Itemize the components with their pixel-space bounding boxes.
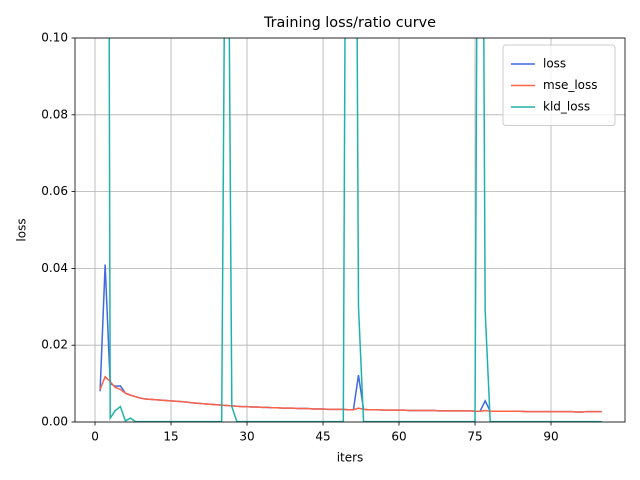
x-axis-label: iters — [337, 451, 364, 465]
y-axis-label: loss — [15, 218, 29, 241]
x-tick-label: 15 — [163, 430, 178, 444]
legend-label: kld_loss — [543, 100, 590, 114]
legend-label: mse_loss — [543, 78, 598, 92]
series-line — [99, 264, 602, 413]
y-tick-label: 0.10 — [41, 31, 68, 45]
legend: loss mse_loss kld_loss — [502, 44, 616, 126]
axes-frame — [74, 37, 626, 423]
series-line — [99, 375, 602, 413]
chart-title: Training loss/ratio curve — [263, 15, 436, 31]
x-tick-label: 90 — [543, 430, 558, 444]
legend-box — [502, 44, 616, 126]
y-tick-label: 0.04 — [41, 261, 68, 275]
x-tick-label: 30 — [239, 430, 254, 444]
x-tick-label: 0 — [91, 430, 99, 444]
x-tick-label: 60 — [391, 430, 406, 444]
legend-label: loss — [543, 57, 566, 71]
y-tick-label: 0.08 — [41, 107, 68, 121]
y-tick-label: 0.02 — [41, 338, 68, 352]
y-tick-label: 0.00 — [41, 415, 68, 429]
x-tick-label: 45 — [315, 430, 330, 444]
x-tick-label: 75 — [467, 430, 482, 444]
y-tick-label: 0.06 — [41, 184, 68, 198]
